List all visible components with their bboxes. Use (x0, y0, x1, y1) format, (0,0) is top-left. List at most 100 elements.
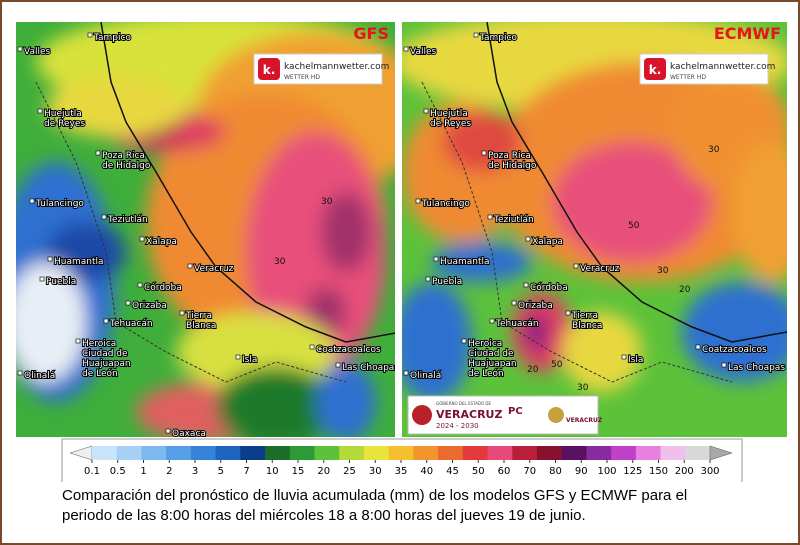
badge-right: VERACRUZ (566, 417, 603, 424)
place-marker (403, 370, 409, 376)
place-marker (473, 32, 479, 38)
place-label: Veracruz (580, 264, 620, 274)
colorbar-segment (413, 446, 439, 460)
place-marker (511, 300, 517, 306)
place-label: Teziutlán (493, 215, 534, 225)
colorbar-label: 45 (446, 466, 459, 477)
place-label: de León (82, 368, 118, 379)
place-label: Tierra (185, 311, 212, 321)
colorbar-segment (289, 446, 315, 460)
place-label: Huamantla (440, 257, 490, 267)
place-marker (523, 282, 529, 288)
colorbar-segment (388, 446, 414, 460)
place-label: Xalapa (146, 237, 177, 247)
place-label: Olinalá (410, 371, 441, 381)
colorbar-segment (586, 446, 612, 460)
colorbar-label: 15 (292, 466, 305, 477)
place-marker (137, 282, 143, 288)
place-marker (335, 362, 341, 368)
badge-years: 2024 - 2030 (436, 422, 479, 430)
logo-icon (644, 58, 666, 80)
state-border (35, 81, 347, 383)
state-border (421, 81, 733, 383)
model-name: GFS (353, 24, 389, 43)
place-label: Blanca (572, 321, 602, 331)
place-marker (125, 300, 131, 306)
logo-sub: WETTER HD (670, 74, 706, 81)
colorbar-segment (660, 446, 686, 460)
colorbar-label: 200 (675, 466, 694, 477)
colorbar-segment (265, 446, 291, 460)
rain-area (432, 242, 532, 282)
place-label: Ciudad de (82, 349, 128, 359)
contour-label: 30 (657, 266, 669, 276)
place-label: Córdoba (530, 282, 568, 293)
place-label: Veracruz (194, 264, 234, 274)
rain-area (552, 142, 712, 262)
colorbar-label: 300 (700, 466, 719, 477)
colorbar-segment (487, 446, 513, 460)
place-label: Huajuapan (82, 359, 131, 369)
place-label: Puebla (46, 277, 76, 287)
logo-icon (258, 58, 280, 80)
place-marker (403, 46, 409, 52)
place-label: Las Choapas (342, 363, 399, 373)
place-label: Las Choapas (728, 363, 785, 373)
colorbar-segment (536, 446, 563, 460)
colorbar-segment (339, 446, 365, 460)
place-label: Olinalá (24, 371, 55, 381)
colorbar-segment (561, 446, 587, 460)
badge-pc: PC (508, 406, 523, 417)
colorbar-label: 50 (472, 466, 485, 477)
place-label: Huajuapan (468, 359, 517, 369)
colorbar-label: 0.5 (110, 466, 126, 477)
caption-line: Comparación del pronóstico de lluvia acu… (62, 487, 688, 504)
colorbar-segment (438, 446, 464, 460)
model-name: ECMWF (714, 24, 781, 43)
colorbar-label: 100 (597, 466, 616, 477)
colorbar-segment (141, 446, 167, 460)
colorbar-label: 7 (243, 466, 249, 477)
colorbar-label: 20 (317, 466, 330, 477)
colorbar-label: 5 (218, 466, 224, 477)
logo-sub: WETTER HD (284, 74, 320, 81)
coastline (486, 22, 787, 343)
colorbar-label: 125 (623, 466, 642, 477)
colorbar-segment (92, 446, 118, 460)
place-label: Puebla (432, 277, 462, 287)
place-marker (423, 108, 429, 114)
place-label: Valles (24, 47, 51, 57)
colorbar-segment (190, 446, 217, 460)
rain-area (46, 77, 186, 137)
logo-brand: kachelmannwetter.com (670, 62, 775, 72)
colorbar-arrow (709, 445, 733, 461)
rain-area (316, 362, 376, 437)
place-label: Heroica (468, 339, 502, 349)
colorbar-label: 1 (140, 466, 146, 477)
place-marker (47, 256, 53, 262)
place-marker (37, 108, 43, 114)
badge-box (407, 395, 599, 435)
place-label: Huejutla (44, 109, 82, 119)
place-label: Xalapa (532, 237, 563, 247)
place-label: de León (468, 368, 504, 379)
rain-area (442, 112, 522, 172)
contour-label: 50 (551, 360, 563, 370)
place-marker (525, 236, 531, 242)
place-label: Córdoba (144, 282, 182, 293)
caption-line: periodo de las 8:00 horas del miércoles … (62, 507, 586, 524)
place-marker (621, 354, 627, 360)
rain-area (306, 287, 346, 337)
place-label: de Hidalgo (102, 161, 151, 171)
rain-area (562, 312, 642, 392)
place-label: de Reyes (430, 119, 471, 129)
place-marker (235, 354, 241, 360)
contour-label: 30 (708, 145, 720, 155)
place-label: Orizaba (518, 301, 553, 311)
place-label: Oaxaca (172, 429, 206, 439)
place-label: Huamantla (54, 257, 104, 267)
place-label: de Reyes (44, 119, 85, 129)
